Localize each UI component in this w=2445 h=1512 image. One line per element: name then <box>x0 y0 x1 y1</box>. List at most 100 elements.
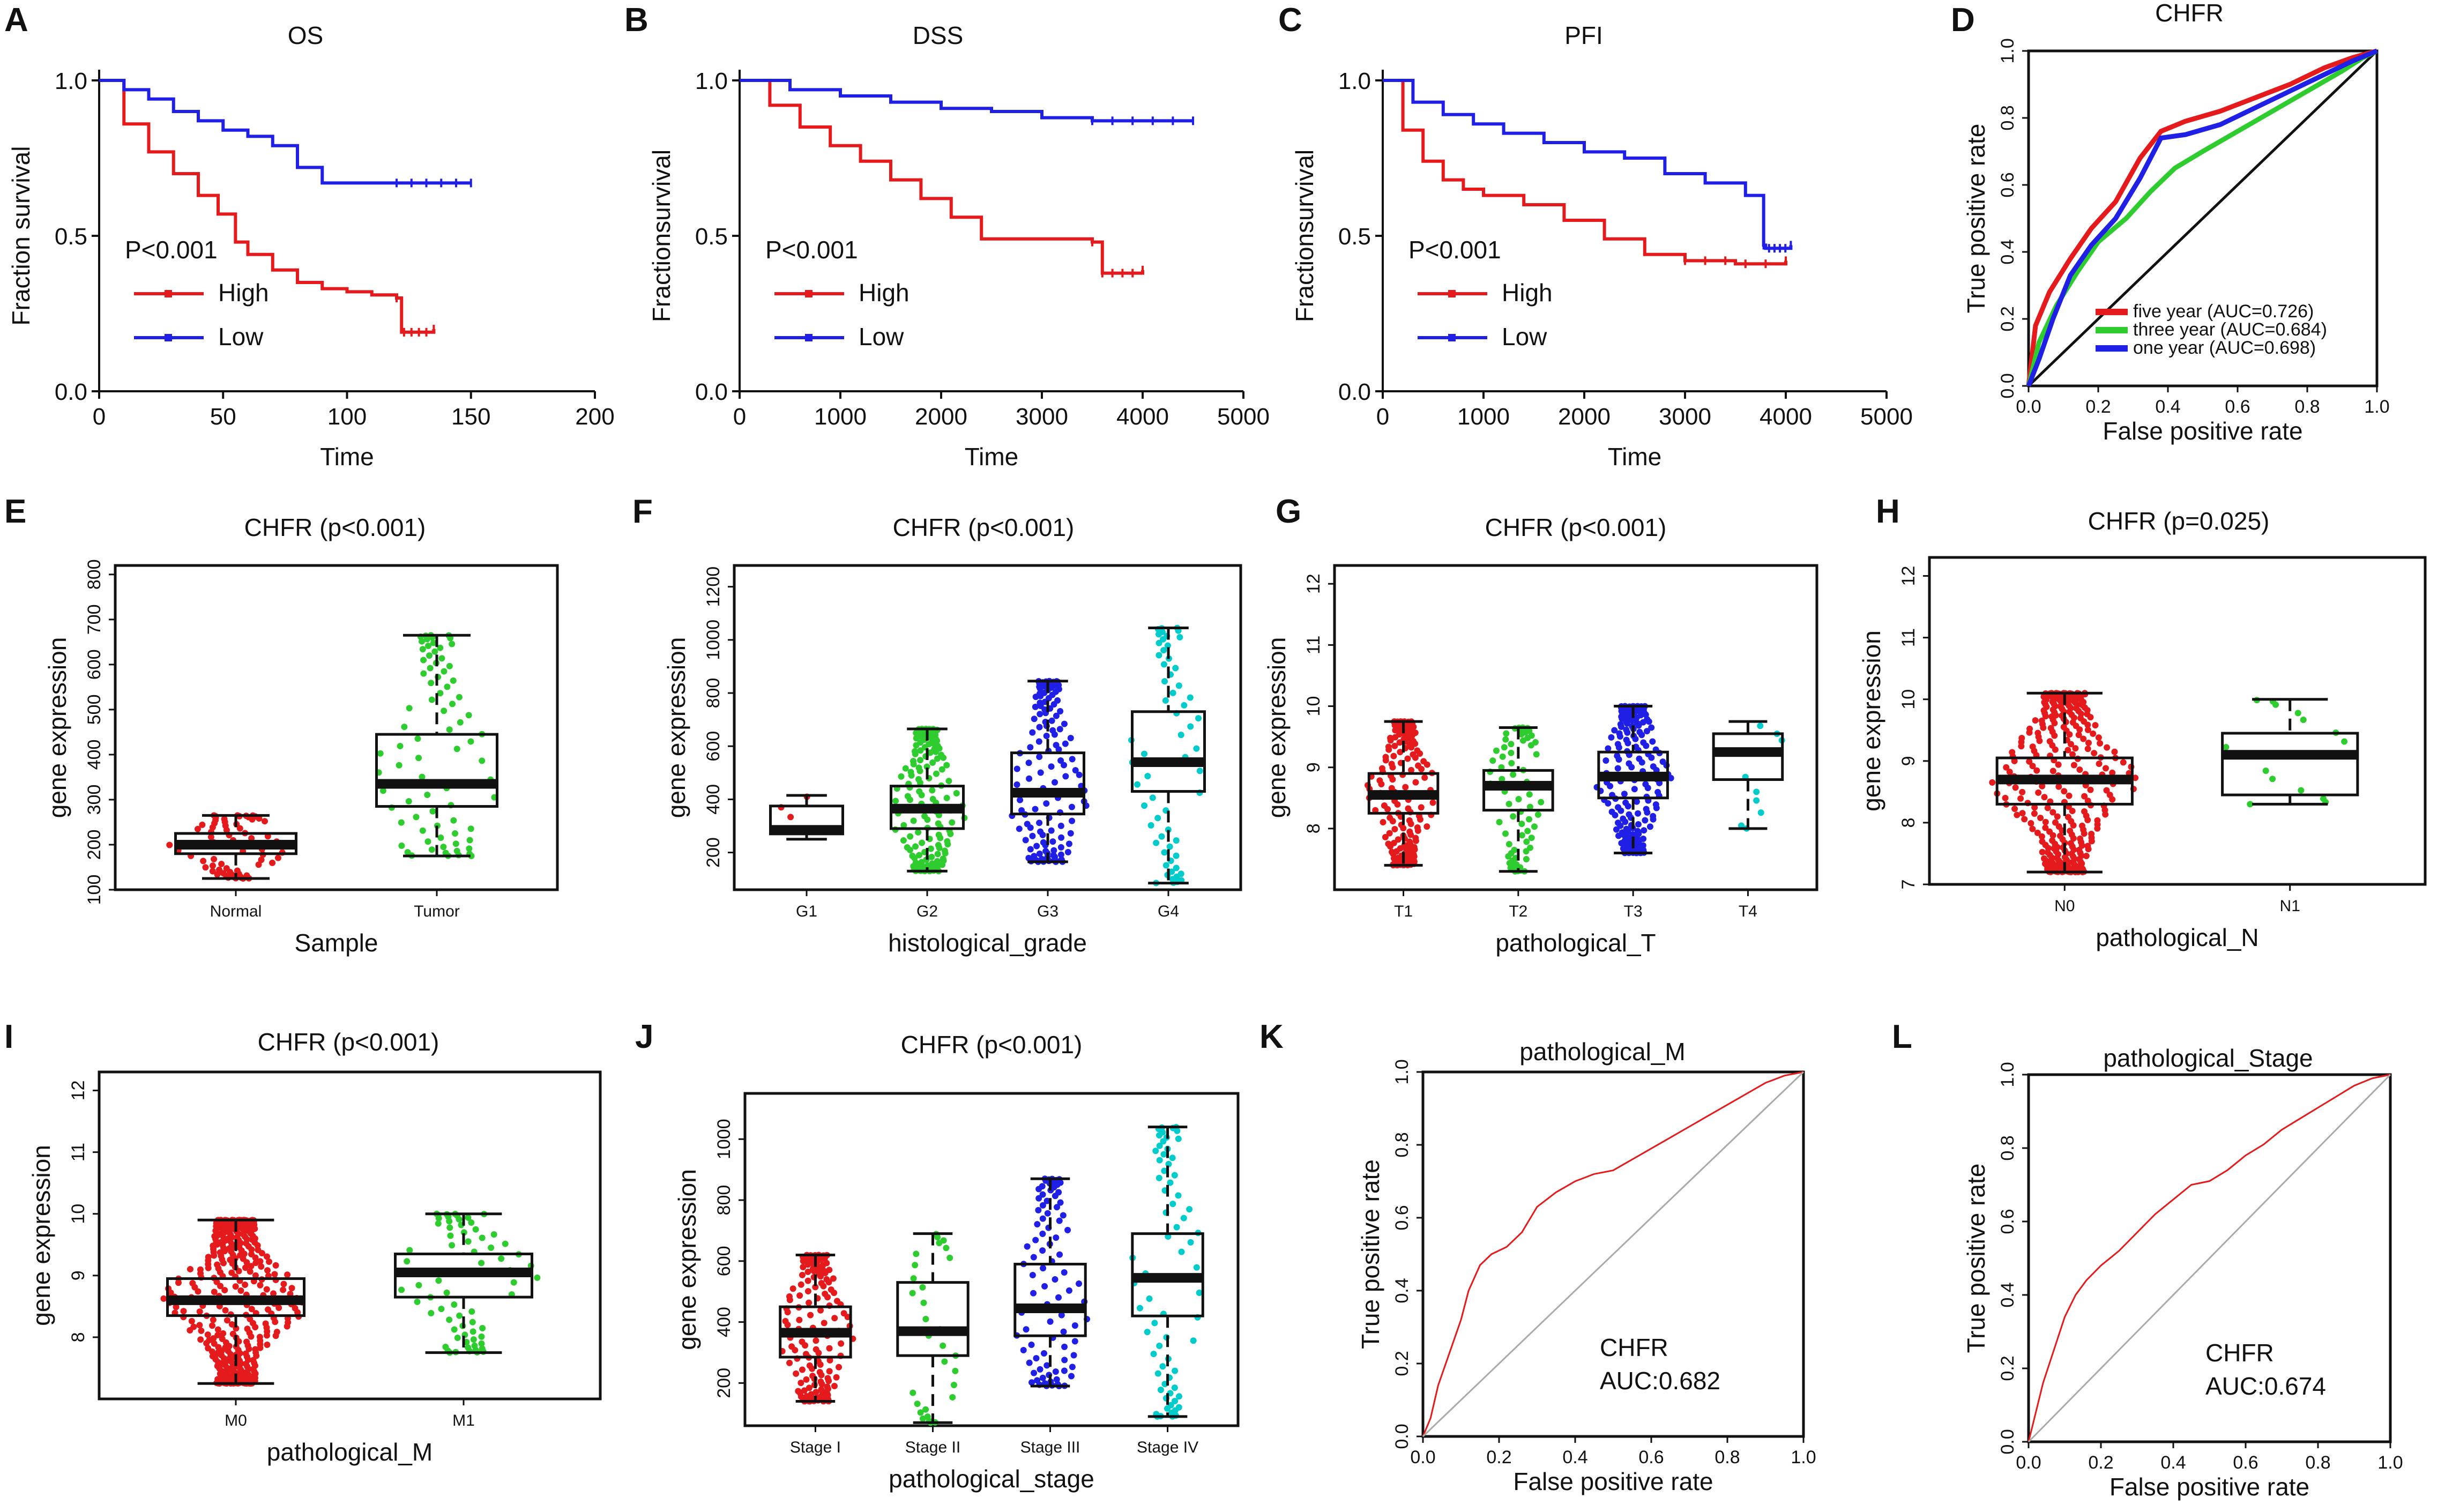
data-point <box>831 1290 838 1297</box>
chart-title: OS <box>288 21 323 49</box>
data-point <box>258 1263 265 1270</box>
data-point <box>284 1323 290 1330</box>
data-point <box>1136 1305 1143 1312</box>
data-point <box>900 837 907 844</box>
data-point <box>2032 717 2039 724</box>
x-tick-label: 0.2 <box>1486 1447 1511 1468</box>
data-point <box>2084 746 2091 753</box>
data-point <box>447 1232 454 1239</box>
panel-i: I CHFR (p<0.001) 8 9 10 11 12 M0 M1 pathological_… <box>4 1018 602 1466</box>
data-point <box>1052 1276 1058 1283</box>
y-tick-label: 8 <box>1898 817 1919 828</box>
diagonal-reference <box>2027 50 2378 387</box>
data-point <box>478 1340 485 1347</box>
y-axis-label: gene expression <box>1858 630 1885 811</box>
data-point <box>2298 787 2305 794</box>
data-point <box>1166 843 1173 850</box>
data-point <box>248 1246 255 1253</box>
plot-frame <box>1421 1070 1805 1438</box>
data-point <box>2031 804 2038 811</box>
data-point <box>2076 766 2083 773</box>
data-point <box>815 1350 822 1357</box>
data-point <box>938 766 945 773</box>
data-point <box>1633 798 1640 805</box>
data-point <box>237 1287 244 1294</box>
data-point <box>415 1282 422 1288</box>
data-point <box>1156 1174 1162 1181</box>
data-point <box>1196 768 1203 774</box>
data-point <box>420 657 427 664</box>
data-point <box>1605 745 1612 752</box>
data-point <box>210 1316 217 1323</box>
x-tick-label: 0.4 <box>2155 397 2180 417</box>
data-point <box>2033 767 2040 774</box>
data-point <box>1039 1215 1046 1222</box>
data-point <box>225 1367 232 1374</box>
data-point <box>379 787 386 794</box>
annotation-auc: AUC:0.682 <box>1600 1367 1720 1395</box>
data-point <box>256 815 263 822</box>
data-point <box>1061 1367 1068 1374</box>
legend-marker <box>805 290 812 297</box>
y-tick-label: 0.2 <box>1997 306 2018 331</box>
data-point <box>1167 1179 1174 1186</box>
data-point <box>269 859 276 866</box>
data-point <box>1526 816 1533 823</box>
data-point <box>913 729 920 736</box>
data-point <box>934 755 941 762</box>
data-point <box>2052 703 2059 710</box>
data-point <box>1526 803 1533 810</box>
data-point <box>1149 794 1156 801</box>
data-point <box>912 843 919 850</box>
data-point <box>1017 796 1024 803</box>
data-point <box>209 868 216 875</box>
data-point <box>1070 1352 1077 1359</box>
data-point <box>1151 1320 1158 1327</box>
panel-b: B DSS 0 1000 2000 3000 4000 5000 0.0 0.5 1.0 Time Fr… <box>624 2 1270 471</box>
data-point <box>2084 706 2091 713</box>
data-point <box>1161 1167 1168 1174</box>
data-point <box>1526 791 1533 798</box>
data-point <box>469 1328 476 1335</box>
data-point <box>922 1316 929 1323</box>
data-point <box>2042 824 2049 831</box>
data-point <box>1506 860 1513 867</box>
y-tick-label: 0.6 <box>1997 1209 2018 1234</box>
y-tick-label: 800 <box>84 559 105 590</box>
data-point <box>1076 771 1083 778</box>
data-point <box>211 1288 218 1295</box>
data-point <box>187 1265 193 1272</box>
annotation-gene: CHFR <box>1600 1334 1668 1361</box>
data-point <box>401 724 408 731</box>
data-point <box>429 808 436 815</box>
data-point <box>2071 855 2078 862</box>
y-tick-label: 200 <box>714 1368 734 1398</box>
data-point <box>2109 769 2116 776</box>
data-point <box>218 1347 225 1354</box>
data-point <box>1628 764 1635 771</box>
data-point <box>446 726 453 733</box>
data-point <box>195 1288 202 1295</box>
data-point <box>397 742 404 749</box>
x-tick-label: 0.2 <box>2085 397 2111 417</box>
x-tick-label: 0.8 <box>2294 397 2320 417</box>
data-point <box>466 837 473 844</box>
y-tick-label: 1.0 <box>695 68 728 94</box>
chart-title: pathological_Stage <box>2103 1044 2313 1072</box>
y-axis-label: gene expression <box>662 637 690 818</box>
data-point <box>1175 1192 1182 1199</box>
data-point <box>953 789 960 796</box>
data-point <box>1064 1227 1071 1234</box>
data-point <box>1068 1373 1075 1380</box>
data-point <box>210 1335 217 1342</box>
data-point <box>498 1255 505 1262</box>
data-point <box>2070 846 2077 853</box>
data-point <box>2048 854 2055 861</box>
data-point <box>264 1341 271 1348</box>
data-point <box>414 735 421 742</box>
data-point <box>2057 859 2064 866</box>
data-point <box>1037 769 1044 776</box>
p-value: P<0.001 <box>765 236 858 264</box>
data-point <box>1053 1376 1060 1383</box>
